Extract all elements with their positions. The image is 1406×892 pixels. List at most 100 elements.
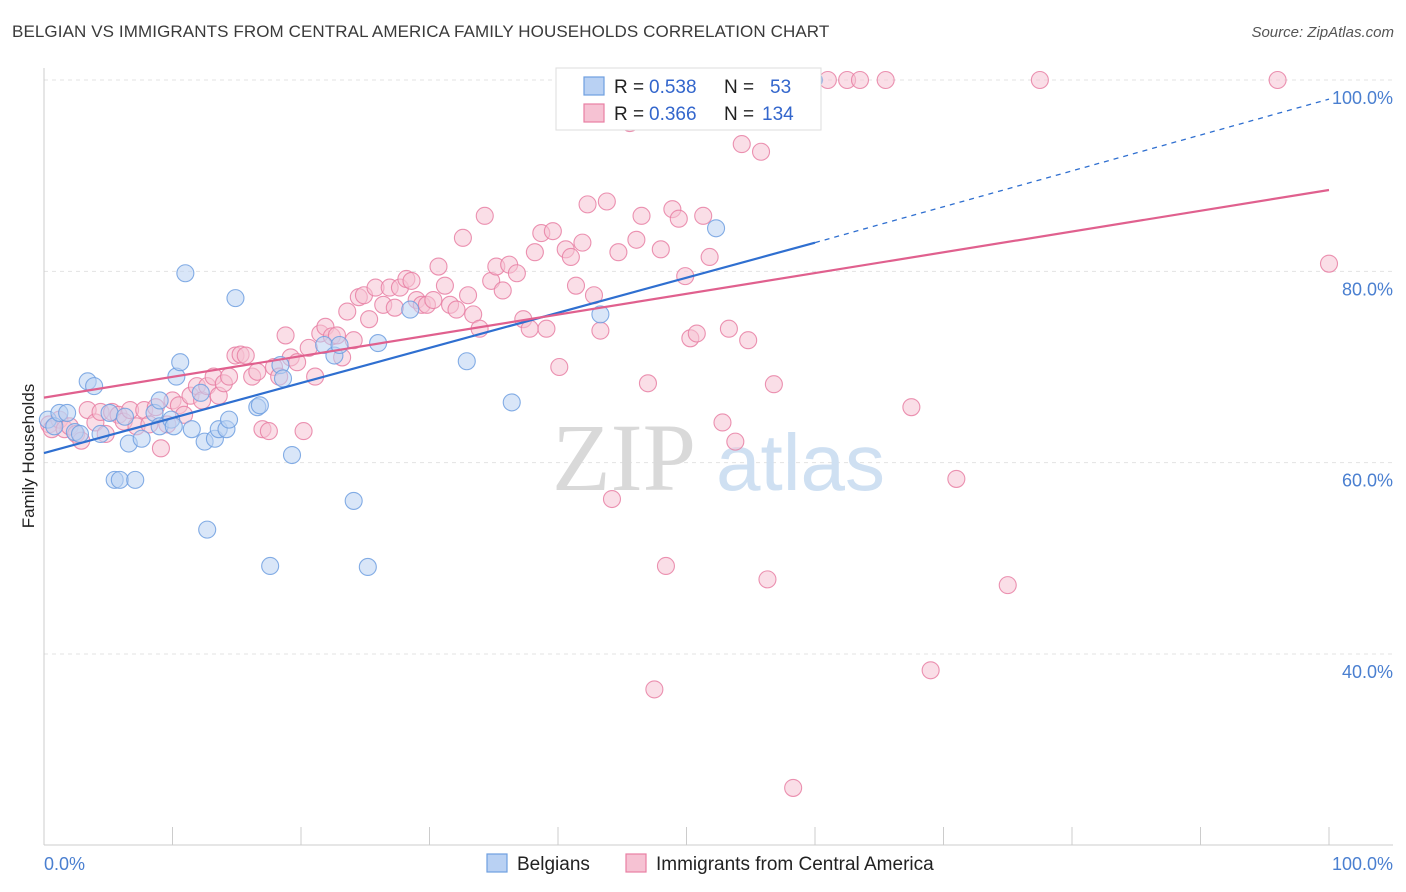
legend-label-central-america: Immigrants from Central America — [656, 854, 934, 875]
central-america-point — [453, 228, 472, 247]
central-america-point — [700, 247, 719, 267]
source-label: Source: ZipAtlas.com — [1251, 24, 1394, 41]
central-america-point — [632, 206, 651, 225]
central-america-point — [236, 346, 255, 365]
central-america-point — [597, 192, 616, 211]
axes — [43, 68, 1393, 846]
central-america-point — [651, 240, 670, 259]
y-tick-label-60: 60.0% — [1342, 471, 1393, 491]
blue-series-points — [38, 70, 823, 576]
central-america-point — [219, 367, 239, 386]
belgian-point — [110, 470, 129, 489]
belgian-point — [182, 420, 201, 439]
central-america-point — [493, 281, 512, 300]
belgian-point — [115, 407, 135, 426]
belgian-point — [171, 353, 190, 372]
series-legend: Belgians Immigrants from Central America — [486, 853, 934, 875]
pink-series-points — [40, 70, 1339, 797]
belgian-point — [58, 403, 77, 422]
central-america-point — [609, 243, 628, 262]
stats-n-label-blue: N = — [724, 77, 754, 98]
belgian-point — [226, 289, 245, 308]
central-america-point — [732, 135, 751, 154]
central-america-point — [543, 222, 562, 241]
y-tick-label-100: 100.0% — [1332, 88, 1393, 108]
grid-lines — [44, 79, 1393, 655]
central-america-point — [294, 422, 313, 441]
stats-r-label-pink: R = — [614, 104, 644, 125]
stats-swatch-pink — [583, 103, 605, 123]
watermark-zip: ZIP — [552, 404, 696, 511]
central-america-point — [784, 778, 803, 797]
central-america-point — [435, 276, 454, 295]
central-america-point — [764, 375, 783, 394]
belgian-point — [591, 305, 610, 324]
stats-r-label-blue: R = — [614, 77, 644, 98]
legend-label-belgians: Belgians — [517, 854, 590, 875]
central-america-point — [739, 331, 758, 350]
central-america-point — [573, 233, 592, 252]
central-america-point — [602, 489, 622, 509]
belgian-point — [358, 557, 377, 576]
stats-swatch-blue — [583, 76, 605, 96]
belgian-point — [191, 383, 210, 402]
central-america-point — [902, 398, 921, 417]
central-america-point — [694, 206, 713, 225]
belgians-trend-line — [43, 241, 816, 455]
central-america-point — [1319, 254, 1339, 273]
central-america-point — [475, 206, 494, 225]
belgians-trend-extension — [814, 98, 1330, 244]
central-america-point — [921, 661, 940, 680]
stats-r-value-blue: 0.538 — [649, 77, 697, 98]
central-america-point — [751, 142, 771, 161]
central-america-point — [645, 680, 664, 699]
central-america-point — [638, 374, 658, 393]
belgian-point — [100, 403, 119, 422]
belgian-point — [273, 369, 293, 388]
central-america-point — [719, 319, 738, 338]
central-america-point — [550, 357, 569, 377]
belgian-point — [457, 352, 476, 371]
belgian-point — [85, 377, 104, 396]
central-america-point — [578, 195, 597, 214]
stats-n-label-pink: N = — [724, 104, 754, 125]
central-america-point — [1030, 70, 1049, 90]
central-america-point — [758, 570, 777, 589]
central-america-point — [458, 286, 478, 305]
stats-r-value-pink: 0.366 — [649, 104, 697, 125]
belgian-point — [261, 556, 280, 576]
central-america-point — [248, 362, 267, 381]
central-america-point — [726, 432, 745, 451]
belgian-point — [198, 520, 217, 539]
belgian-point — [502, 393, 521, 412]
stats-n-value-pink: 134 — [762, 104, 794, 125]
central-america-point — [151, 439, 170, 458]
belgian-point — [126, 470, 145, 489]
belgian-point — [132, 429, 151, 448]
stats-legend: R = 0.538 N = 53 R = 0.366 N = 134 — [555, 67, 822, 131]
legend-swatch-central-america — [625, 853, 647, 873]
y-tick-labels: 40.0% 60.0% 80.0% 100.0% — [1332, 88, 1393, 682]
central-america-point — [876, 70, 895, 90]
central-america-point — [656, 556, 675, 576]
watermark: ZIP atlas — [552, 404, 885, 511]
central-america-point — [447, 300, 466, 319]
y-axis-label: Family Households — [19, 384, 38, 529]
belgian-point — [707, 219, 726, 238]
belgian-point — [176, 264, 195, 283]
central-america-point — [385, 298, 404, 317]
belgian-point — [344, 491, 363, 510]
chart-title: BELGIAN VS IMMIGRANTS FROM CENTRAL AMERI… — [12, 22, 830, 41]
x-tick-label-max: 100.0% — [1332, 854, 1393, 874]
x-tick-label-min: 0.0% — [44, 854, 85, 874]
belgian-point — [150, 391, 169, 410]
central-america-point — [402, 271, 421, 290]
central-america-point — [998, 576, 1017, 595]
central-america-point — [276, 326, 295, 345]
central-america-point — [627, 230, 646, 249]
central-america-point — [424, 290, 443, 310]
belgian-point — [401, 300, 420, 319]
central-america-point — [507, 264, 526, 283]
trend-lines — [43, 98, 1330, 455]
central-america-trend-line — [43, 188, 1330, 399]
